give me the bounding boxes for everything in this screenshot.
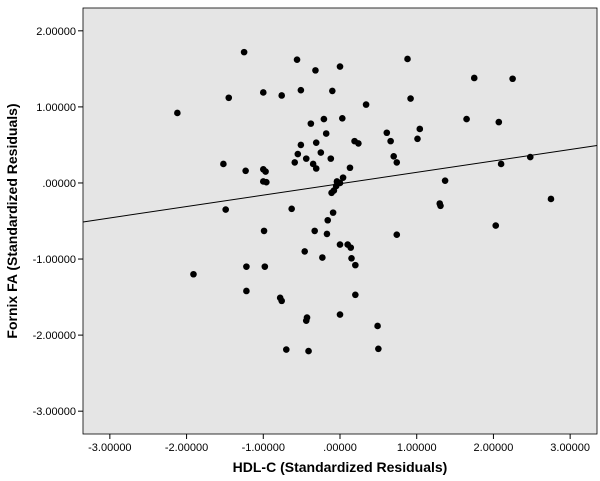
data-point: [344, 241, 351, 248]
data-point: [339, 115, 346, 122]
y-tick-label: 2.00000: [36, 26, 76, 38]
data-point: [327, 155, 335, 162]
data-point: [297, 86, 305, 94]
data-point: [293, 56, 301, 64]
data-point: [362, 101, 370, 108]
x-tick-label: -2.00000: [165, 442, 208, 454]
data-point: [263, 178, 270, 186]
data-point: [404, 55, 411, 63]
data-point: [463, 115, 470, 123]
data-point: [317, 149, 325, 156]
data-point: [225, 94, 233, 102]
data-point: [305, 347, 312, 355]
y-tick-label: -1.00000: [33, 254, 76, 266]
data-point: [390, 153, 398, 160]
data-point: [240, 48, 248, 56]
data-point: [294, 150, 302, 158]
data-point: [441, 177, 449, 184]
data-point: [288, 205, 295, 213]
x-tick-label: .00000: [323, 442, 357, 454]
y-tick-label: 1.00000: [36, 102, 76, 114]
data-point: [302, 317, 310, 324]
data-point: [323, 230, 331, 238]
data-points: [174, 48, 555, 355]
data-point: [278, 297, 285, 305]
data-point: [336, 241, 344, 248]
data-point: [261, 263, 269, 270]
data-point: [262, 168, 269, 175]
data-point: [414, 135, 421, 143]
data-point: [307, 120, 315, 127]
data-point: [324, 216, 332, 224]
data-point: [243, 287, 250, 295]
data-point: [278, 92, 285, 99]
data-point: [352, 261, 359, 269]
x-axis-title: HDL-C (Standardized Residuals): [233, 459, 448, 475]
x-tick-label: -1.00000: [242, 442, 285, 454]
data-point: [190, 270, 197, 278]
data-point: [320, 115, 328, 123]
data-point: [383, 129, 391, 137]
data-point: [407, 95, 414, 102]
data-point: [259, 89, 267, 96]
data-point: [346, 164, 354, 172]
data-point: [297, 141, 305, 149]
data-point: [328, 189, 335, 197]
data-point: [492, 222, 500, 229]
data-point: [301, 248, 309, 255]
data-point: [470, 74, 478, 82]
data-point: [526, 153, 534, 161]
data-point: [393, 231, 401, 238]
x-axis: -3.00000 -2.00000 -1.00000 .00000 1.00000 2.0…: [88, 434, 590, 454]
data-point: [329, 87, 336, 95]
y-axis-title: Fornix FA (Standardized Residuals): [4, 103, 20, 338]
y-axis: 2.00000 1.00000 .00000 -1.00000 -2.00000 -3.0…: [33, 26, 83, 418]
data-point: [302, 155, 310, 162]
data-point: [348, 254, 355, 262]
data-point: [291, 159, 299, 166]
plot-area: [82, 7, 598, 435]
x-tick-label: -3.00000: [88, 442, 131, 454]
y-tick-label: .00000: [42, 178, 76, 190]
data-point: [260, 227, 268, 235]
data-point: [319, 254, 326, 261]
data-point: [336, 311, 344, 318]
data-point: [311, 227, 318, 235]
data-point: [312, 165, 320, 172]
data-point: [497, 160, 505, 168]
data-point: [547, 195, 555, 203]
data-point: [174, 109, 181, 117]
data-point: [355, 140, 362, 147]
data-point: [282, 346, 290, 353]
data-point: [437, 202, 444, 210]
data-point: [375, 345, 382, 353]
data-point: [495, 118, 503, 126]
data-point: [509, 75, 516, 83]
data-point: [393, 159, 401, 166]
data-point: [243, 263, 250, 270]
data-point: [220, 160, 227, 168]
data-point: [242, 167, 249, 175]
data-point: [336, 63, 344, 70]
x-tick-label: 2.00000: [474, 442, 514, 454]
data-point: [352, 291, 359, 299]
y-tick-label: -3.00000: [33, 406, 76, 418]
data-point: [339, 174, 347, 181]
data-point: [387, 137, 394, 145]
data-point: [222, 206, 229, 213]
data-point: [322, 130, 330, 137]
data-point: [416, 125, 424, 133]
data-point: [312, 139, 320, 146]
data-point: [312, 67, 319, 74]
y-tick-label: -2.00000: [33, 330, 76, 342]
x-tick-label: 3.00000: [550, 442, 590, 454]
x-tick-label: 1.00000: [397, 442, 437, 454]
data-point: [374, 322, 381, 330]
data-point: [329, 209, 337, 216]
